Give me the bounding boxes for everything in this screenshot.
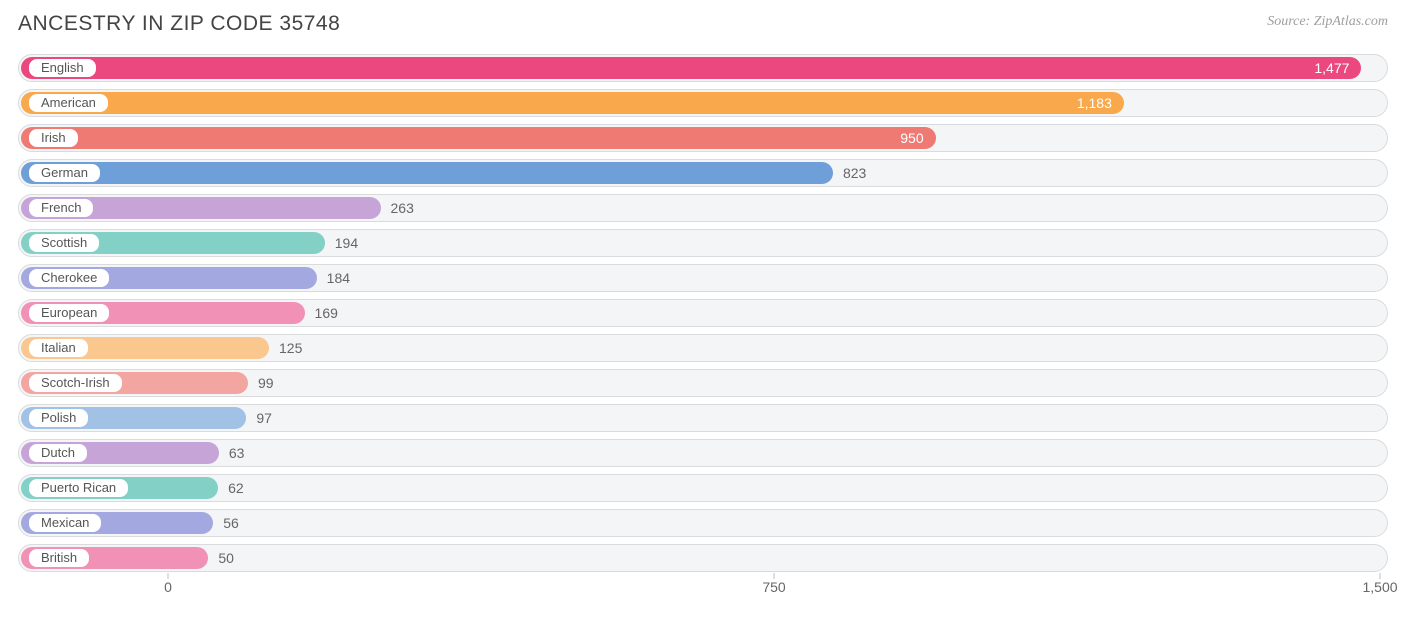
bar-row: Dutch 63: [18, 439, 1388, 467]
bar-value-label: 1,477: [1314, 60, 1349, 76]
bar-row: French 263: [18, 194, 1388, 222]
bar-category-pill: European: [27, 302, 111, 324]
bar-value-label: 194: [335, 235, 358, 251]
bar-value-label: 184: [327, 270, 350, 286]
bar-track: [18, 474, 1388, 502]
bar-value-label: 63: [229, 445, 245, 461]
x-axis: 07501,500: [18, 579, 1388, 609]
chart-title: ANCESTRY IN ZIP CODE 35748: [18, 12, 340, 36]
bar-row: American 1,183: [18, 89, 1388, 117]
bar-track: [18, 439, 1388, 467]
bar-fill: [21, 92, 1124, 114]
bar-value-label: 263: [391, 200, 414, 216]
axis-tick-label: 750: [762, 579, 785, 595]
bar-row: Scotch-Irish 99: [18, 369, 1388, 397]
bar-row: Polish 97: [18, 404, 1388, 432]
bar-row: Scottish 194: [18, 229, 1388, 257]
axis-tick-label: 1,500: [1362, 579, 1397, 595]
bar-value-label: 125: [279, 340, 302, 356]
header: ANCESTRY IN ZIP CODE 35748 Source: ZipAt…: [18, 12, 1388, 36]
bar-fill: [21, 127, 936, 149]
bar-value-label: 169: [315, 305, 338, 321]
bar-value-label: 1,183: [1077, 95, 1112, 111]
axis-tick-label: 0: [164, 579, 172, 595]
bar-category-pill: English: [27, 57, 98, 79]
source-attribution: Source: ZipAtlas.com: [1267, 14, 1388, 30]
bar-category-pill: Mexican: [27, 512, 103, 534]
bar-fill: [21, 57, 1361, 79]
bar-row: Cherokee 184: [18, 264, 1388, 292]
bar-category-pill: Polish: [27, 407, 90, 429]
bar-value-label: 950: [900, 130, 923, 146]
bar-category-pill: Scottish: [27, 232, 101, 254]
bar-row: Italian 125: [18, 334, 1388, 362]
bar-value-label: 62: [228, 480, 244, 496]
bar-category-pill: Dutch: [27, 442, 89, 464]
bar-category-pill: British: [27, 547, 91, 569]
bar-category-pill: German: [27, 162, 102, 184]
bar-row: Puerto Rican 62: [18, 474, 1388, 502]
bar-category-pill: American: [27, 92, 110, 114]
bar-category-pill: Scotch-Irish: [27, 372, 124, 394]
bar-row: English 1,477: [18, 54, 1388, 82]
bar-fill: [21, 162, 833, 184]
bar-category-pill: Irish: [27, 127, 80, 149]
bar-value-label: 56: [223, 515, 239, 531]
bar-value-label: 99: [258, 375, 274, 391]
ancestry-bar-chart: English 1,477 American 1,183 Irish 950 German 8…: [18, 54, 1388, 609]
bar-category-pill: Cherokee: [27, 267, 111, 289]
bar-row: Mexican 56: [18, 509, 1388, 537]
bar-row: German 823: [18, 159, 1388, 187]
bar-row: British 50: [18, 544, 1388, 572]
bar-category-pill: Italian: [27, 337, 90, 359]
bar-value-label: 50: [218, 550, 234, 566]
bar-row: European 169: [18, 299, 1388, 327]
bar-row: Irish 950: [18, 124, 1388, 152]
bar-category-pill: Puerto Rican: [27, 477, 130, 499]
bar-value-label: 823: [843, 165, 866, 181]
bar-category-pill: French: [27, 197, 95, 219]
bar-value-label: 97: [256, 410, 272, 426]
